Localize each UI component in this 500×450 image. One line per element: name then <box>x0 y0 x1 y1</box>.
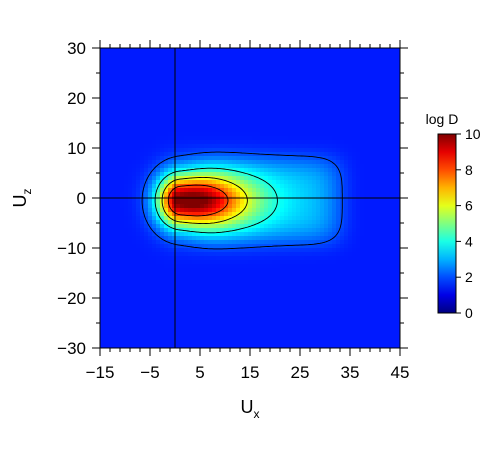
x-tick-label: 45 <box>391 363 410 382</box>
x-tick-label: 25 <box>291 363 310 382</box>
x-axis-title-main: U <box>241 397 254 417</box>
x-tick-label: −5 <box>140 363 159 382</box>
x-tick-label: 35 <box>341 363 360 382</box>
contour-level-0 <box>141 151 343 250</box>
y-tick-label: 10 <box>67 139 86 158</box>
colorbar-tick-label: 8 <box>465 162 473 178</box>
colorbar-tick-label: 4 <box>465 233 473 249</box>
x-axis-title-sub: x <box>254 407 260 421</box>
y-tick-label: −10 <box>57 239 86 258</box>
colorbar-ticks <box>456 133 461 314</box>
y-axis-title-main: U <box>10 195 30 208</box>
x-tick-label: 5 <box>195 363 204 382</box>
colorbar-tick-label: 6 <box>465 198 473 214</box>
y-tick-label: −30 <box>57 339 86 358</box>
x-tick-labels: −15 −5 5 15 25 35 45 <box>86 363 410 382</box>
y-tick-label: −20 <box>57 289 86 308</box>
x-tick-label: −15 <box>86 363 115 382</box>
y-tick-label: 0 <box>77 189 86 208</box>
y-tick-label: 30 <box>67 39 86 58</box>
colorbar <box>437 133 457 314</box>
colorbar-tick-label: 2 <box>465 269 473 285</box>
colorbar-tick-label: 0 <box>465 305 473 321</box>
y-axis-title-sub: z <box>20 189 34 195</box>
y-axis-title: Uz <box>10 189 34 208</box>
heatmap-cells <box>100 48 401 349</box>
contour-level-1 <box>154 167 278 234</box>
contour-level-3 <box>167 184 229 217</box>
colorbar-tick-labels: 0 2 4 6 8 10 <box>465 126 481 321</box>
y-tick-label: 20 <box>67 89 86 108</box>
x-axis-title: Ux <box>241 397 260 421</box>
x-tick-label: 15 <box>241 363 260 382</box>
axis-ticks <box>92 40 408 356</box>
colorbar-title: log D <box>426 111 459 127</box>
reference-lines <box>100 48 400 348</box>
y-tick-labels: −30 −20 −10 0 10 20 30 <box>57 39 86 358</box>
colorbar-tick-label: 10 <box>465 126 481 142</box>
